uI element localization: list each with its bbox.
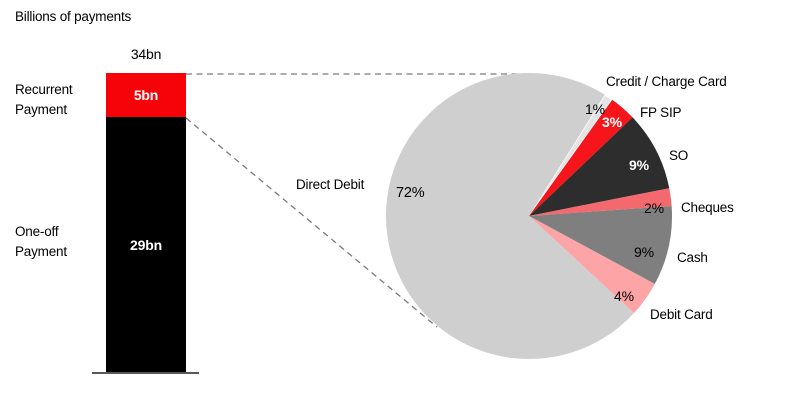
axis-label-one-off-payment: One-off Payment	[15, 224, 67, 259]
pie-slices	[385, 72, 672, 359]
pie-pct-credit-charge-card: 1%	[585, 101, 605, 117]
bar-total-label: 34bn	[130, 46, 162, 62]
pie-slice-fp-sip	[529, 99, 633, 216]
stacked-bar: 5bn 29bn	[106, 73, 186, 372]
pie-pct-direct-debit: 72%	[396, 185, 425, 201]
pie-slice-cheques	[529, 188, 672, 216]
pie-slice-so	[529, 117, 670, 216]
pie-pct-debit-card: 4%	[614, 288, 634, 304]
pie-pct-so: 9%	[629, 157, 649, 173]
pie-slice-credit-charge-card	[528, 93, 614, 217]
chart-title: Billions of payments	[15, 9, 132, 24]
pie-slice-cash	[529, 206, 672, 285]
pie-pct-fp-sip: 3%	[602, 114, 622, 130]
pie-label-cash: Cash	[677, 250, 708, 265]
bar-segment-recurrent-payment: 5bn	[106, 73, 186, 117]
pie-label-credit-charge-card: Credit / Charge Card	[606, 74, 727, 89]
pie-label-cheques: Cheques	[681, 200, 734, 215]
bar-segment-recurrent-value: 5bn	[133, 87, 159, 103]
pie-label-fp-sip: FP SIP	[640, 105, 682, 120]
bar-segment-one-off-payment: 29bn	[106, 117, 186, 372]
pie-pct-cheques: 2%	[644, 200, 664, 216]
pie-label-direct-debit: Direct Debit	[296, 177, 365, 192]
pie-slice-direct-debit	[385, 72, 634, 359]
callout-line-bottom	[185, 117, 438, 328]
axis-label-recurrent-payment: Recurrent Payment	[15, 82, 73, 117]
bar-segment-oneoff-value: 29bn	[130, 236, 162, 253]
pie-slice-debit-card	[529, 216, 655, 314]
bar-baseline	[92, 372, 199, 374]
pie-label-so: SO	[669, 148, 689, 163]
pie-label-debit-card: Debit Card	[650, 307, 713, 322]
pie-pct-cash: 9%	[634, 244, 654, 260]
